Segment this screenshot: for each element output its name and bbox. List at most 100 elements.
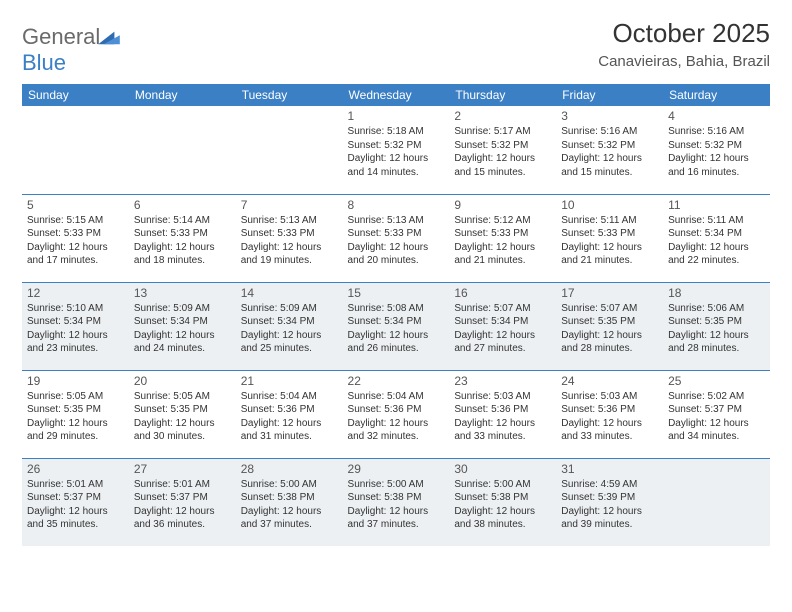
daylight2-text: and 21 minutes. <box>454 254 551 268</box>
sunset-text: Sunset: 5:33 PM <box>454 227 551 241</box>
sunrise-text: Sunrise: 5:05 AM <box>134 390 231 404</box>
sunrise-text: Sunrise: 5:16 AM <box>668 125 765 139</box>
daylight1-text: Daylight: 12 hours <box>241 329 338 343</box>
daylight2-text: and 28 minutes. <box>561 342 658 356</box>
sunrise-text: Sunrise: 5:17 AM <box>454 125 551 139</box>
daylight2-text: and 24 minutes. <box>134 342 231 356</box>
daylight1-text: Daylight: 12 hours <box>561 329 658 343</box>
day-number: 2 <box>454 109 551 123</box>
daylight2-text: and 21 minutes. <box>561 254 658 268</box>
daylight2-text: and 34 minutes. <box>668 430 765 444</box>
sunrise-text: Sunrise: 5:12 AM <box>454 214 551 228</box>
sunset-text: Sunset: 5:37 PM <box>668 403 765 417</box>
daylight2-text: and 38 minutes. <box>454 518 551 532</box>
daylight2-text: and 23 minutes. <box>27 342 124 356</box>
daylight1-text: Daylight: 12 hours <box>348 505 445 519</box>
daylight2-text: and 30 minutes. <box>134 430 231 444</box>
sunrise-text: Sunrise: 5:09 AM <box>241 302 338 316</box>
sunrise-text: Sunrise: 5:14 AM <box>134 214 231 228</box>
daylight2-text: and 18 minutes. <box>134 254 231 268</box>
calendar-cell <box>663 458 770 546</box>
weekday-header: Friday <box>556 84 663 106</box>
day-number: 14 <box>241 286 338 300</box>
sunrise-text: Sunrise: 5:05 AM <box>27 390 124 404</box>
sunrise-text: Sunrise: 5:01 AM <box>134 478 231 492</box>
day-number: 23 <box>454 374 551 388</box>
day-number: 13 <box>134 286 231 300</box>
day-number: 20 <box>134 374 231 388</box>
calendar-cell: 8Sunrise: 5:13 AMSunset: 5:33 PMDaylight… <box>343 194 450 282</box>
daylight1-text: Daylight: 12 hours <box>454 152 551 166</box>
sunset-text: Sunset: 5:32 PM <box>348 139 445 153</box>
daylight2-text: and 15 minutes. <box>561 166 658 180</box>
day-number: 12 <box>27 286 124 300</box>
weekday-header: Thursday <box>449 84 556 106</box>
calendar-cell: 23Sunrise: 5:03 AMSunset: 5:36 PMDayligh… <box>449 370 556 458</box>
sunrise-text: Sunrise: 5:16 AM <box>561 125 658 139</box>
daylight1-text: Daylight: 12 hours <box>27 505 124 519</box>
daylight2-text: and 25 minutes. <box>241 342 338 356</box>
day-number: 11 <box>668 198 765 212</box>
sunrise-text: Sunrise: 5:02 AM <box>668 390 765 404</box>
daylight2-text: and 28 minutes. <box>668 342 765 356</box>
sunrise-text: Sunrise: 5:04 AM <box>241 390 338 404</box>
logo-part1: General <box>22 24 100 49</box>
sunset-text: Sunset: 5:38 PM <box>348 491 445 505</box>
daylight2-text: and 14 minutes. <box>348 166 445 180</box>
daylight2-text: and 22 minutes. <box>668 254 765 268</box>
sunset-text: Sunset: 5:33 PM <box>27 227 124 241</box>
daylight1-text: Daylight: 12 hours <box>241 241 338 255</box>
day-number: 1 <box>348 109 445 123</box>
calendar-week-row: 5Sunrise: 5:15 AMSunset: 5:33 PMDaylight… <box>22 194 770 282</box>
daylight1-text: Daylight: 12 hours <box>134 241 231 255</box>
calendar-week-row: 19Sunrise: 5:05 AMSunset: 5:35 PMDayligh… <box>22 370 770 458</box>
daylight2-text: and 39 minutes. <box>561 518 658 532</box>
sunset-text: Sunset: 5:34 PM <box>454 315 551 329</box>
calendar-cell: 5Sunrise: 5:15 AMSunset: 5:33 PMDaylight… <box>22 194 129 282</box>
daylight2-text: and 37 minutes. <box>241 518 338 532</box>
calendar-cell: 2 Sunrise: 5:17 AMSunset: 5:32 PMDaylight… <box>449 106 556 194</box>
sunrise-text: Sunrise: 5:00 AM <box>241 478 338 492</box>
calendar-cell: 6Sunrise: 5:14 AMSunset: 5:33 PMDaylight… <box>129 194 236 282</box>
sunset-text: Sunset: 5:35 PM <box>134 403 231 417</box>
sunset-text: Sunset: 5:34 PM <box>348 315 445 329</box>
daylight2-text: and 37 minutes. <box>348 518 445 532</box>
sunrise-text: Sunrise: 5:09 AM <box>134 302 231 316</box>
calendar-cell <box>22 106 129 194</box>
day-number: 17 <box>561 286 658 300</box>
sunset-text: Sunset: 5:33 PM <box>348 227 445 241</box>
daylight1-text: Daylight: 12 hours <box>454 417 551 431</box>
sunset-text: Sunset: 5:37 PM <box>134 491 231 505</box>
logo-mark-icon <box>98 28 120 46</box>
calendar-cell: 11Sunrise: 5:11 AMSunset: 5:34 PMDayligh… <box>663 194 770 282</box>
day-number: 31 <box>561 462 658 476</box>
daylight1-text: Daylight: 12 hours <box>348 417 445 431</box>
daylight1-text: Daylight: 12 hours <box>561 241 658 255</box>
sunrise-text: Sunrise: 5:15 AM <box>27 214 124 228</box>
day-number: 28 <box>241 462 338 476</box>
daylight1-text: Daylight: 12 hours <box>27 241 124 255</box>
sunrise-text: Sunrise: 5:04 AM <box>348 390 445 404</box>
calendar-cell: 4Sunrise: 5:16 AMSunset: 5:32 PMDaylight… <box>663 106 770 194</box>
sunrise-text: Sunrise: 5:13 AM <box>241 214 338 228</box>
sunset-text: Sunset: 5:36 PM <box>454 403 551 417</box>
sunset-text: Sunset: 5:32 PM <box>454 139 551 153</box>
calendar-cell: 9Sunrise: 5:12 AMSunset: 5:33 PMDaylight… <box>449 194 556 282</box>
calendar-cell: 20Sunrise: 5:05 AMSunset: 5:35 PMDayligh… <box>129 370 236 458</box>
title-area: October 2025 Canavieiras, Bahia, Brazil <box>598 18 770 70</box>
day-number: 6 <box>134 198 231 212</box>
weekday-header: Saturday <box>663 84 770 106</box>
calendar-cell: 16Sunrise: 5:07 AMSunset: 5:34 PMDayligh… <box>449 282 556 370</box>
daylight2-text: and 17 minutes. <box>27 254 124 268</box>
daylight2-text: and 33 minutes. <box>561 430 658 444</box>
daylight1-text: Daylight: 12 hours <box>27 417 124 431</box>
calendar-cell: 24Sunrise: 5:03 AMSunset: 5:36 PMDayligh… <box>556 370 663 458</box>
day-number: 22 <box>348 374 445 388</box>
daylight1-text: Daylight: 12 hours <box>561 152 658 166</box>
daylight1-text: Daylight: 12 hours <box>241 505 338 519</box>
daylight1-text: Daylight: 12 hours <box>348 329 445 343</box>
calendar-cell <box>129 106 236 194</box>
calendar-cell: 14Sunrise: 5:09 AMSunset: 5:34 PMDayligh… <box>236 282 343 370</box>
sunrise-text: Sunrise: 5:00 AM <box>348 478 445 492</box>
daylight2-text: and 32 minutes. <box>348 430 445 444</box>
